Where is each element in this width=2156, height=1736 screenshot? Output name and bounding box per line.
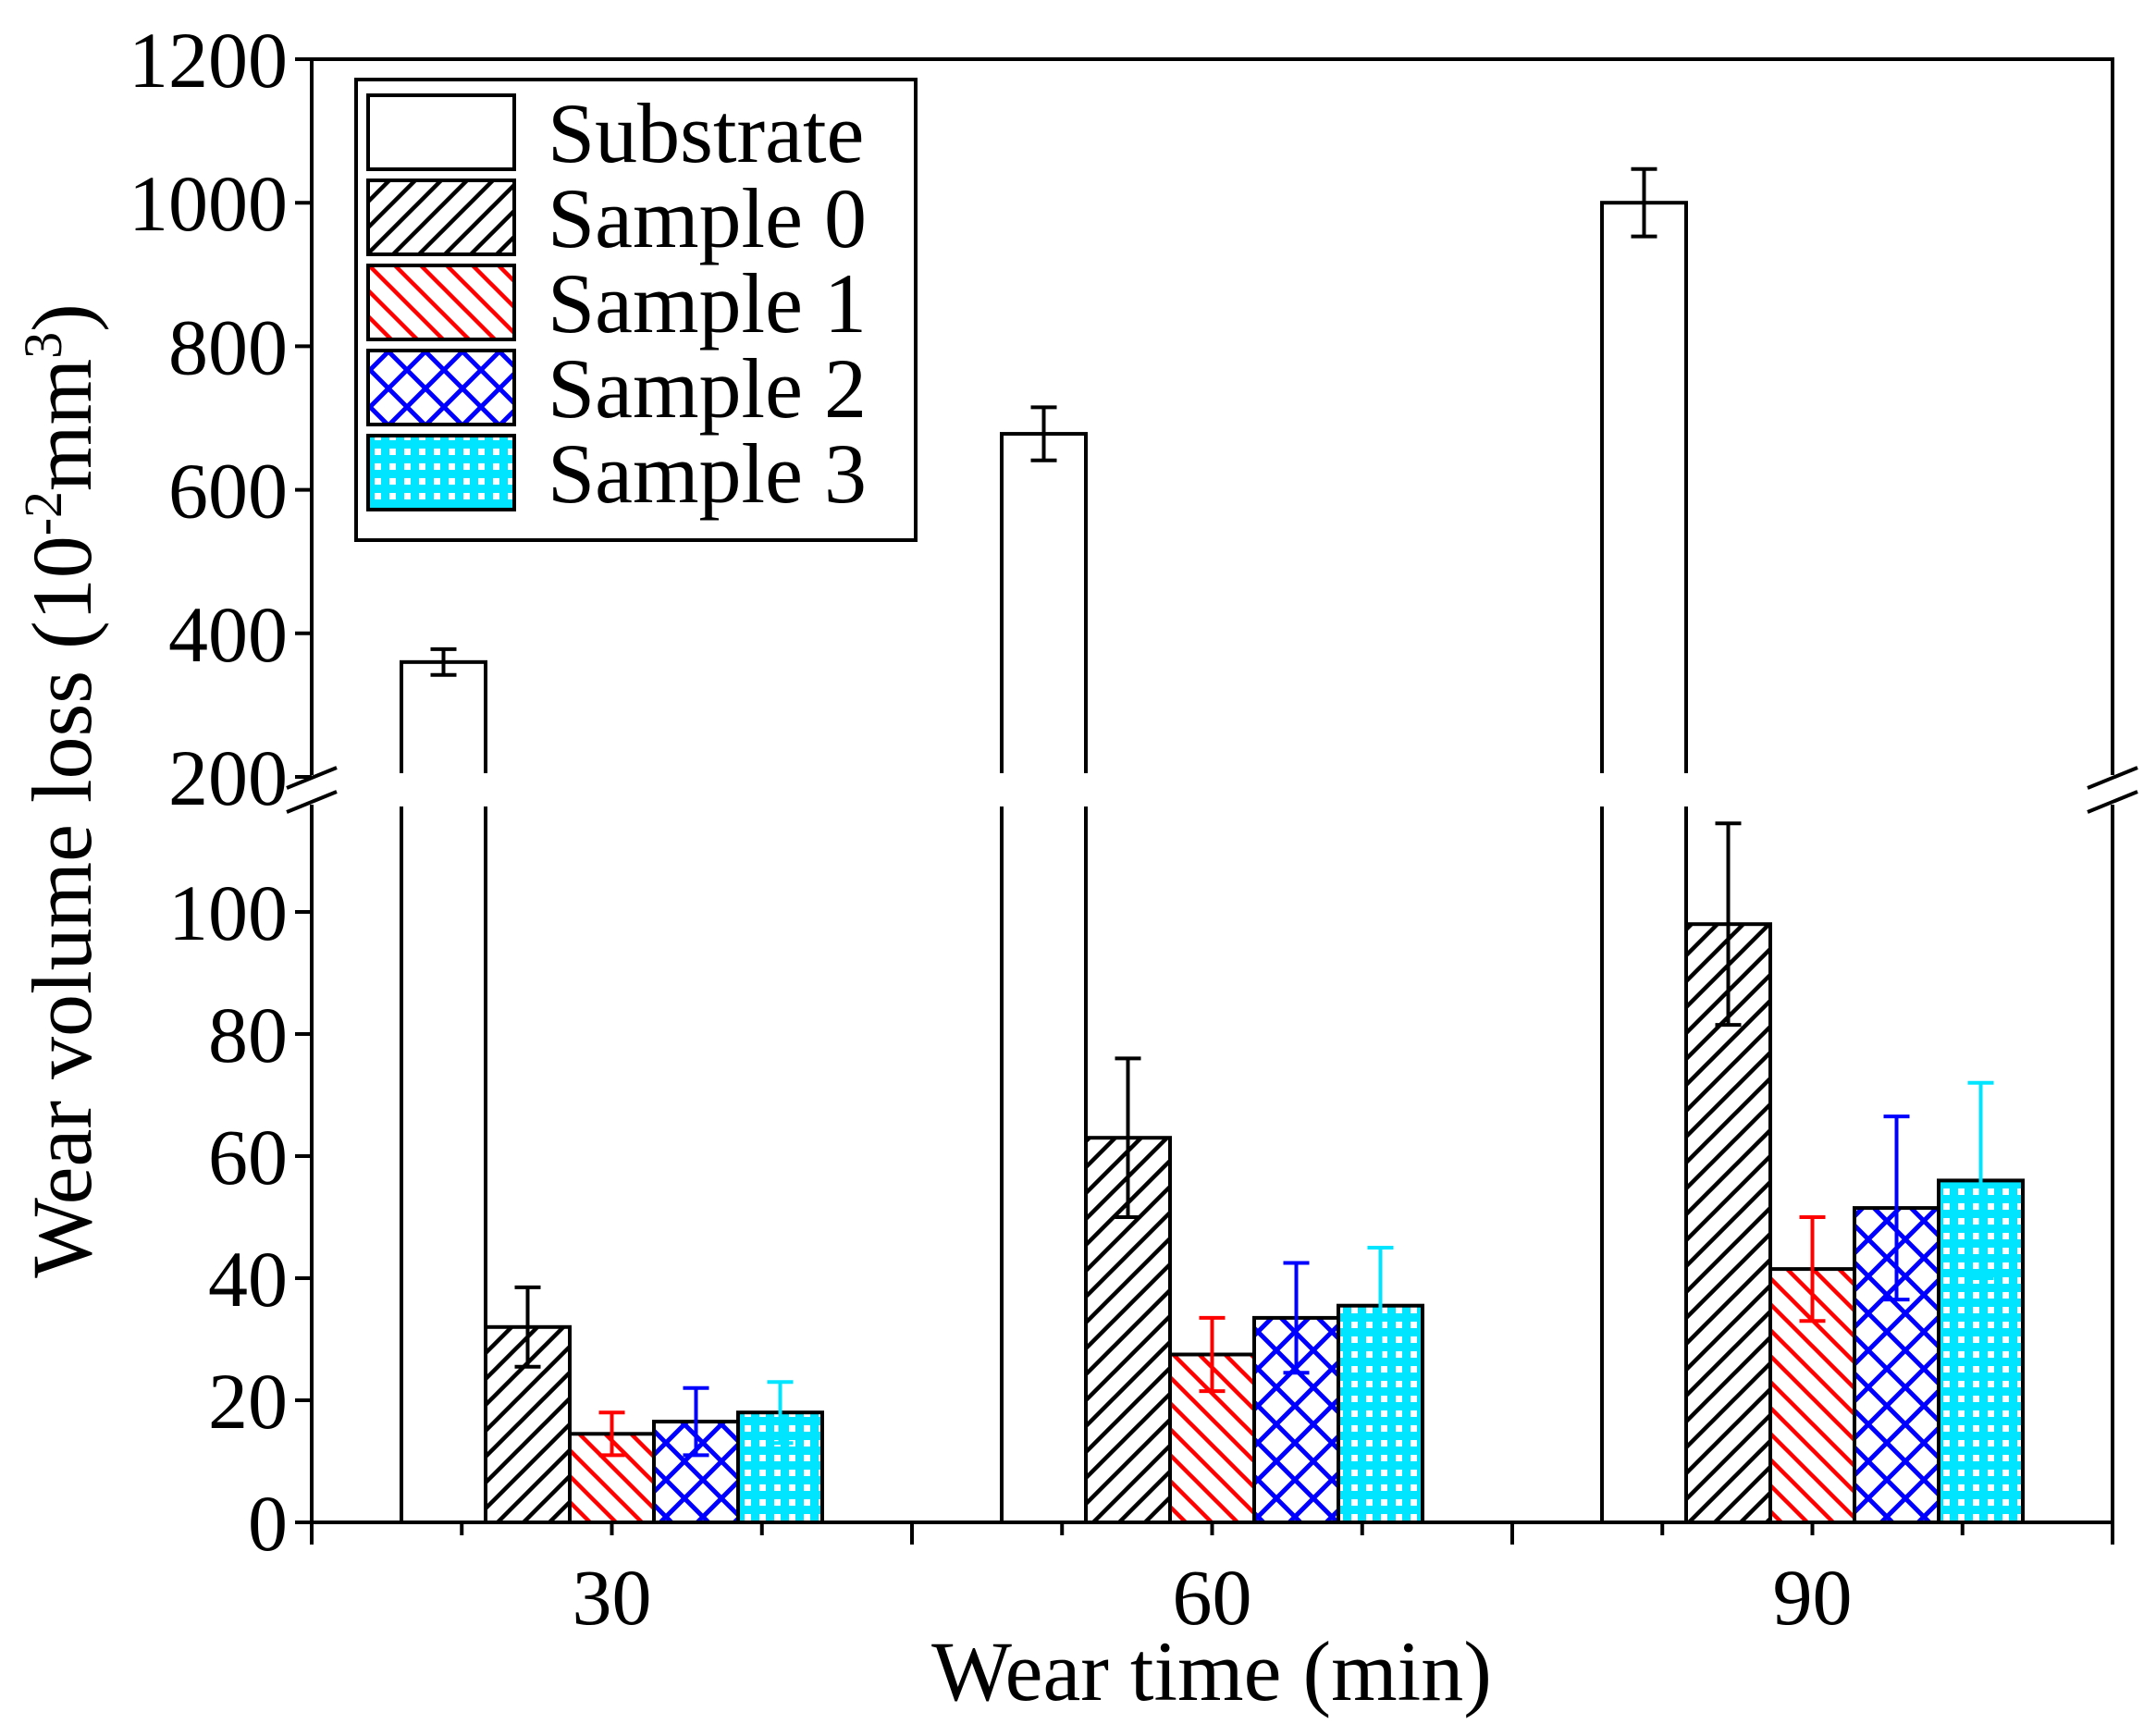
bar-substrate-60 (998, 432, 1090, 1524)
y-tick-label: 0 (248, 1479, 288, 1568)
x-axis-title: Wear time (min) (931, 1624, 1492, 1718)
errorbar-sample-0-90 (1715, 821, 1742, 1028)
y-tick-label: 200 (168, 733, 288, 822)
y-tick-label: 1000 (129, 159, 288, 248)
legend-label: Sample 0 (548, 171, 867, 265)
legend-swatch (366, 93, 516, 171)
bar-substrate-30-break (398, 773, 489, 806)
legend-label: Sample 3 (548, 426, 867, 521)
legend-label: Substrate (548, 86, 864, 180)
bar-substrate-60-lower (1000, 803, 1088, 1524)
bar-substrate-90-lower (1600, 803, 1688, 1524)
errorbar-sample-3-30 (767, 1380, 794, 1446)
errorbar-sample-1-30 (598, 1410, 625, 1458)
errorbar-sample-1-90 (1799, 1215, 1826, 1324)
bar-substrate-90 (1598, 201, 1690, 1524)
errorbar-sample-2-60 (1283, 1261, 1310, 1375)
legend-item-sample-1: Sample 1 (366, 256, 867, 351)
errorbar-sample-3-90 (1967, 1080, 1994, 1280)
axis-break-mark-right-1 (2087, 766, 2138, 790)
legend-swatch (366, 349, 516, 426)
axis-break-mark-left-2 (286, 790, 338, 814)
x-tick-label: 90 (1773, 1553, 1853, 1642)
y-axis-title: Wear volume loss (10-2mm3) (13, 303, 110, 1278)
y-tick-label: 40 (208, 1235, 288, 1324)
errorbar-substrate-90 (1631, 166, 1657, 239)
errorbar-sample-2-90 (1883, 1114, 1910, 1302)
bar-substrate-60-upper (1000, 432, 1088, 777)
legend-label: Sample 2 (548, 341, 867, 436)
errorbar-sample-0-60 (1115, 1056, 1141, 1219)
errorbar-substrate-30 (430, 646, 457, 677)
bar-substrate-30-lower (400, 803, 487, 1524)
bar-substrate-60-break (998, 773, 1090, 806)
errorbar-sample-2-30 (683, 1385, 709, 1458)
legend-swatch (366, 264, 516, 341)
y-tick-label: 100 (168, 868, 288, 957)
legend-swatch (366, 179, 516, 256)
errorbar-sample-1-60 (1199, 1315, 1226, 1394)
y-tick-label: 1200 (129, 16, 288, 105)
errorbar-sample-3-60 (1367, 1246, 1394, 1366)
error-bars (430, 166, 1994, 1458)
axis-break-mark-right-2 (2087, 790, 2138, 814)
x-tick-label: 60 (1173, 1553, 1252, 1642)
bar-substrate-90-break (1598, 773, 1690, 806)
y-tick-label: 80 (208, 991, 288, 1079)
bar-substrate-30-upper (400, 659, 487, 778)
bar-substrate-90-upper (1600, 201, 1688, 777)
x-tick-label: 30 (573, 1553, 652, 1642)
bar-substrate-30 (398, 659, 489, 1524)
errorbar-sample-0-30 (514, 1285, 541, 1369)
legend-swatch (366, 434, 516, 511)
y-axis: 0 20 40 60 80 100 200 400 600 800 1000 1200 (129, 16, 312, 1568)
legend-item-sample-3: Sample 3 (366, 426, 867, 521)
y-tick-label: 600 (168, 447, 288, 536)
y-tick-label: 400 (168, 590, 288, 679)
y-tick-label: 800 (168, 302, 288, 391)
legend-item-sample-0: Sample 0 (366, 171, 867, 265)
legend-item-substrate: Substrate (366, 86, 864, 180)
y-tick-label: 20 (208, 1357, 288, 1446)
errorbar-substrate-60 (1030, 405, 1057, 462)
legend-label: Sample 1 (548, 256, 867, 351)
x-axis: 30 60 90 (310, 1522, 2114, 1642)
y-tick-label: 60 (208, 1113, 288, 1201)
legend-item-sample-2: Sample 2 (366, 341, 867, 436)
